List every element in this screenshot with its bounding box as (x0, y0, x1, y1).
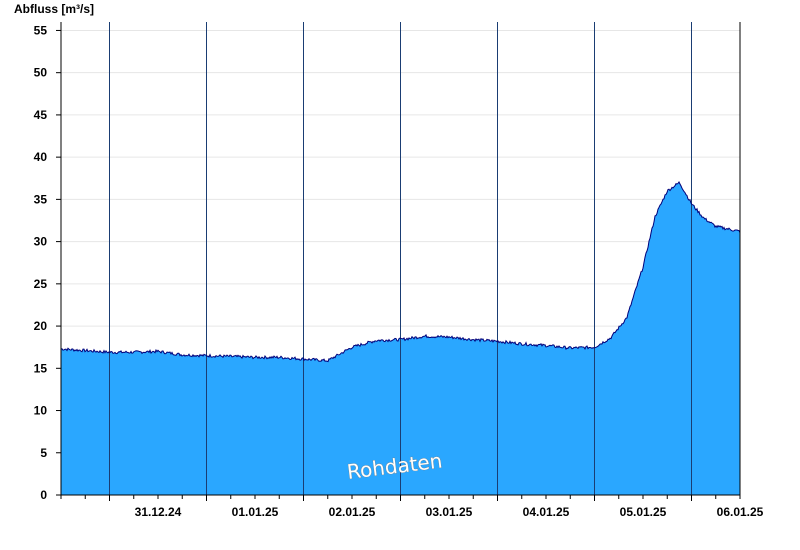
y-tick-label: 5 (40, 446, 47, 460)
y-tick-label: 30 (34, 235, 48, 249)
y-tick-label: 40 (34, 150, 48, 164)
y-tick-label: 0 (40, 488, 47, 502)
x-tick-label: 04.01.25 (523, 505, 570, 519)
y-axis-ticks: 0 5 10 15 20 25 30 35 40 45 50 55 (34, 23, 61, 502)
x-axis-ticks: 31.12.24 01.01.25 02.01.25 03.01.25 04.01.25… (60, 495, 764, 519)
x-tick-label: 03.01.25 (426, 505, 473, 519)
x-tick-label: 02.01.25 (329, 505, 376, 519)
y-tick-label: 25 (34, 277, 48, 291)
x-tick-label: 01.01.25 (232, 505, 279, 519)
x-tick-label: 06.01.25 (717, 505, 764, 519)
y-tick-label: 55 (34, 23, 48, 37)
day-boundary-lines (109, 22, 692, 495)
y-tick-label: 20 (34, 319, 48, 333)
y-tick-label: 10 (34, 404, 48, 418)
y-tick-label: 50 (34, 66, 48, 80)
x-tick-label: 05.01.25 (620, 505, 667, 519)
discharge-line (60, 181, 741, 363)
y-tick-label: 45 (34, 108, 48, 122)
y-axis-label: Abfluss [m³/s] (14, 2, 94, 16)
y-tick-label: 35 (34, 192, 48, 206)
y-tick-label: 15 (34, 361, 48, 375)
x-tick-label: 31.12.24 (135, 505, 182, 519)
